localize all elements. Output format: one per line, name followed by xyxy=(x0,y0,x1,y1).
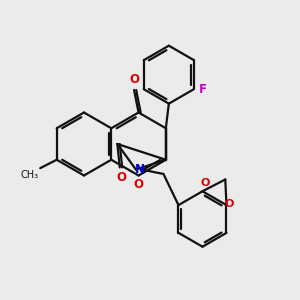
Text: F: F xyxy=(199,83,207,96)
Text: O: O xyxy=(129,74,139,86)
Text: CH₃: CH₃ xyxy=(21,170,39,180)
Text: O: O xyxy=(116,171,126,184)
Text: O: O xyxy=(200,178,210,188)
Text: N: N xyxy=(135,163,145,176)
Text: O: O xyxy=(224,199,234,209)
Text: O: O xyxy=(134,178,144,191)
